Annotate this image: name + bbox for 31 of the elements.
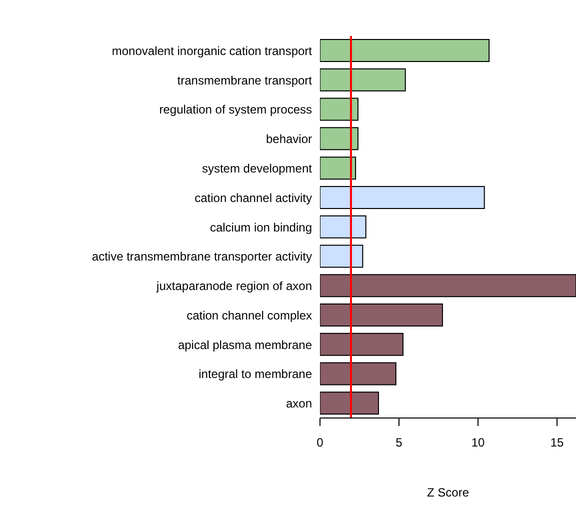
bar: [320, 303, 443, 326]
y-tick-label: axon: [286, 396, 312, 411]
bar: [320, 156, 356, 180]
y-tick-label: transmembrane transport: [177, 73, 313, 88]
bar: [320, 274, 576, 298]
x-tick-label: 5: [396, 436, 403, 450]
y-tick-label: integral to membrane: [198, 367, 312, 382]
x-tick-label: 10: [471, 436, 486, 450]
bar: [320, 244, 364, 268]
x-tick-label: 0: [316, 436, 324, 450]
y-tick-label: monovalent inorganic cation transport: [112, 44, 313, 58]
y-tick-label: cation channel activity: [194, 190, 312, 205]
x-tick-label: 15: [550, 436, 564, 450]
bar: [320, 332, 404, 356]
bar: [320, 392, 379, 415]
bar: [320, 98, 358, 121]
y-tick-label: active transmembrane transporter activity: [92, 250, 312, 264]
y-tick-label: apical plasma membrane: [178, 338, 312, 352]
y-tick-label: regulation of system process: [159, 102, 312, 117]
bar: [320, 362, 396, 386]
y-tick-label: calcium ion binding: [210, 220, 312, 234]
bar: [320, 127, 358, 150]
y-tick-label: behavior: [266, 132, 312, 146]
y-tick-label: juxtaparanode region of axon: [156, 279, 312, 294]
y-tick-label: system development: [202, 161, 313, 176]
bar: [320, 215, 366, 238]
x-axis-title: Z Score: [426, 486, 470, 500]
bar: [320, 39, 490, 62]
y-tick-label: cation channel complex: [186, 308, 312, 322]
bar: [320, 68, 406, 92]
bar: [320, 186, 485, 209]
